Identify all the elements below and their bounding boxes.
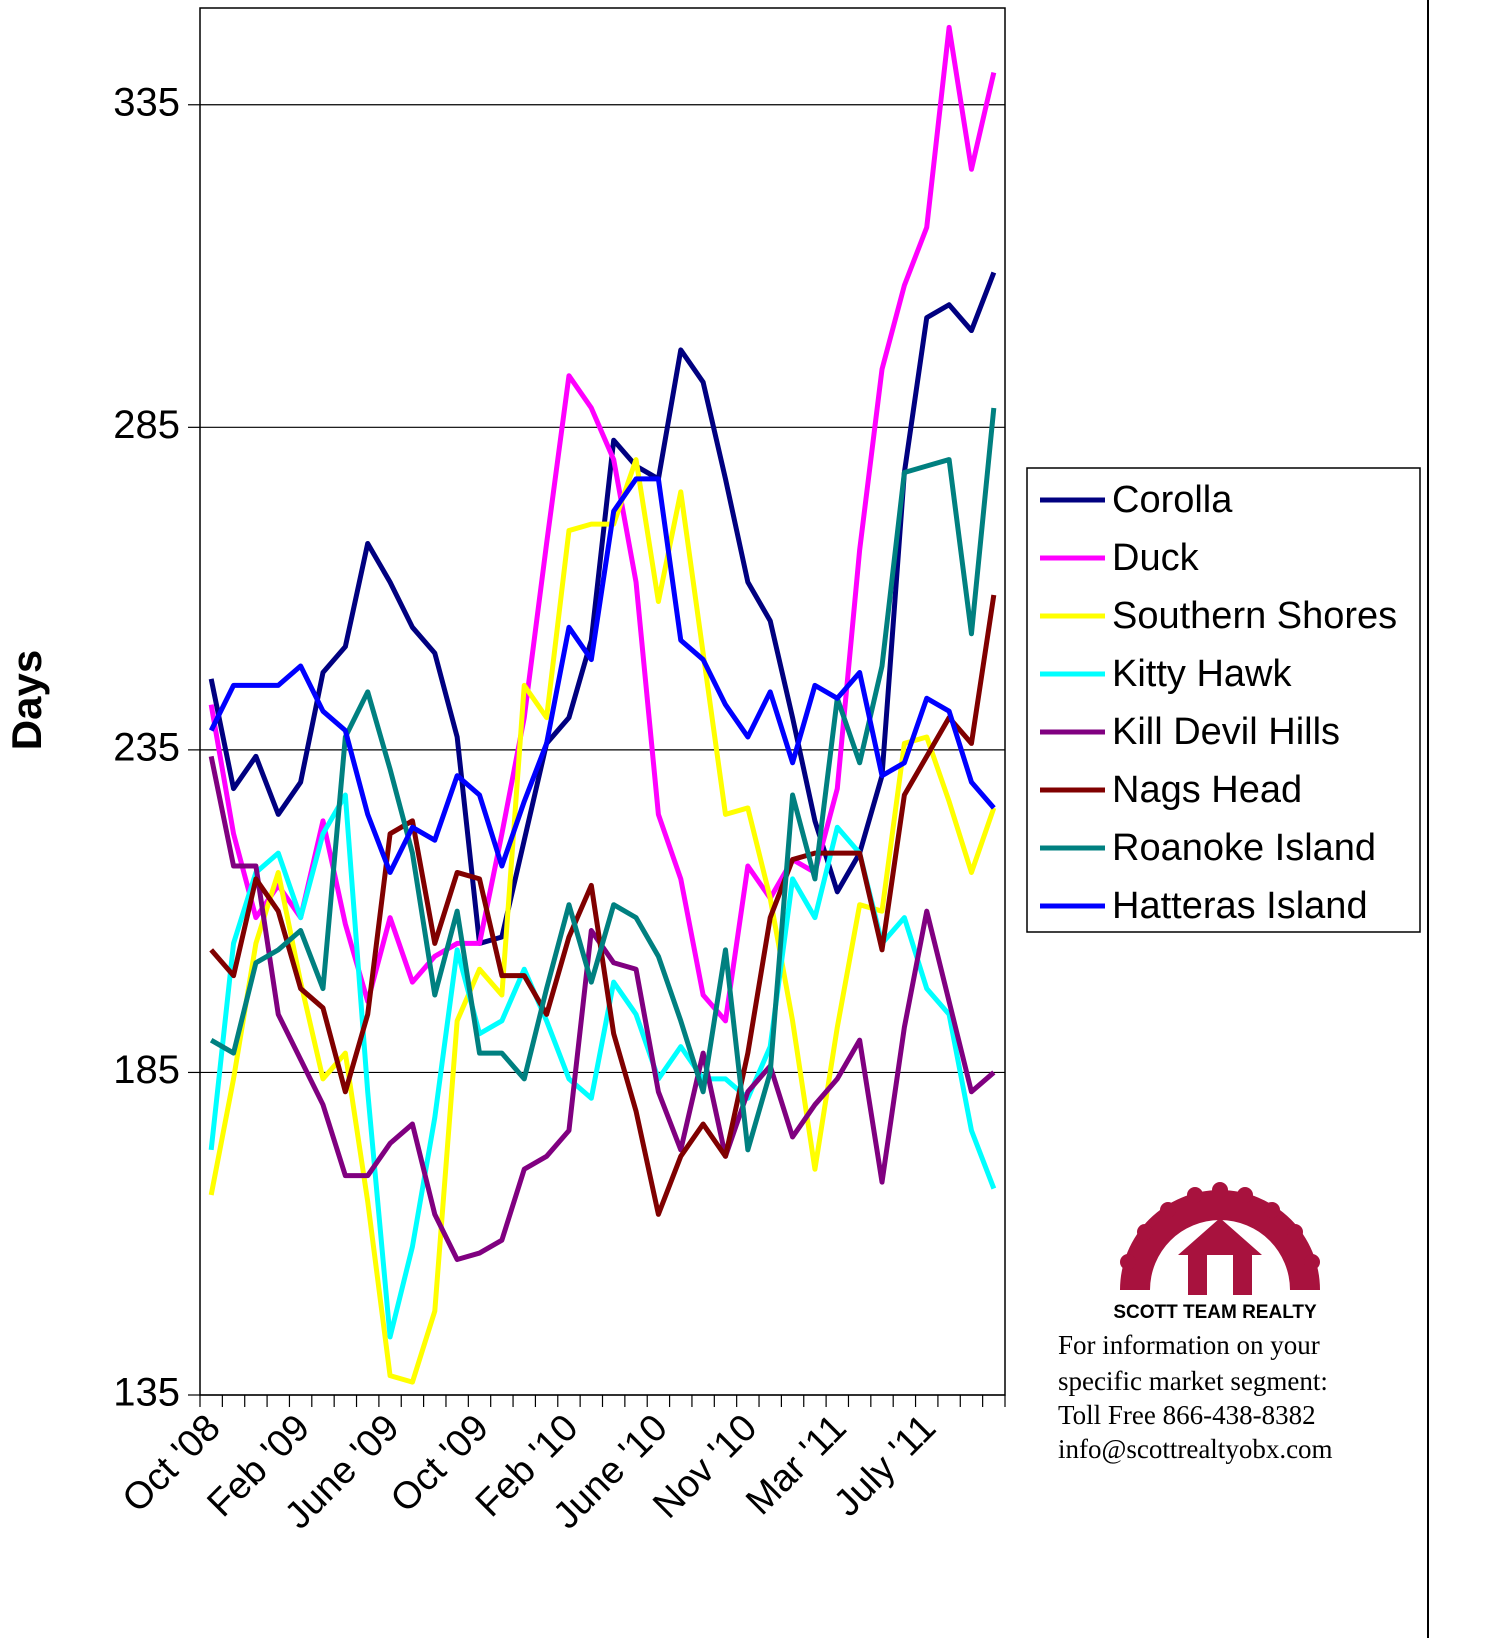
logo-text: SCOTT TEAM REALTY <box>1113 1302 1317 1323</box>
legend-label: Kill Devil Hills <box>1112 711 1340 753</box>
logo-figure <box>1187 1187 1203 1203</box>
y-tick-label: 285 <box>113 403 180 447</box>
series-line <box>208 24 997 1024</box>
plot-area <box>199 7 1006 1396</box>
series-line <box>208 476 996 875</box>
series-line <box>209 407 997 1153</box>
x-tick-label: July '11 <box>826 1407 944 1525</box>
contact-line: For information on your <box>1058 1330 1320 1360</box>
logo-figure <box>1237 1187 1253 1203</box>
contact-line: specific market segment: <box>1058 1366 1328 1396</box>
legend-label: Hatteras Island <box>1112 885 1368 927</box>
legend-label: Kitty Hawk <box>1112 653 1292 695</box>
series-line <box>208 457 997 1385</box>
y-tick-label: 235 <box>113 725 180 769</box>
contact-line: info@scottrealtyobx.com <box>1058 1434 1333 1464</box>
logo-figure <box>1304 1254 1320 1270</box>
legend-label: Southern Shores <box>1112 595 1397 637</box>
logo-figure <box>1264 1202 1280 1218</box>
series-line <box>208 271 997 946</box>
legend-label: Duck <box>1112 537 1200 579</box>
legend-label: Nags Head <box>1112 769 1302 811</box>
y-tick-label: 335 <box>113 80 180 124</box>
y-axis-label: Days <box>3 650 50 750</box>
logo-figure <box>1287 1224 1303 1240</box>
logo-figure <box>1160 1202 1176 1218</box>
legend-box <box>1026 467 1421 933</box>
contact-line: Toll Free 866-438-8382 <box>1058 1400 1316 1430</box>
logo-door <box>1207 1255 1233 1295</box>
logo-figure <box>1137 1224 1153 1240</box>
y-tick-label: 135 <box>113 1371 180 1415</box>
logo-figure <box>1212 1182 1228 1198</box>
legend-label: Roanoke Island <box>1112 827 1376 869</box>
logo <box>1120 1182 1320 1295</box>
legend-label: Corolla <box>1112 479 1233 521</box>
logo-figure <box>1120 1254 1136 1270</box>
series-line <box>209 594 997 1217</box>
y-tick-label: 185 <box>113 1048 180 1092</box>
